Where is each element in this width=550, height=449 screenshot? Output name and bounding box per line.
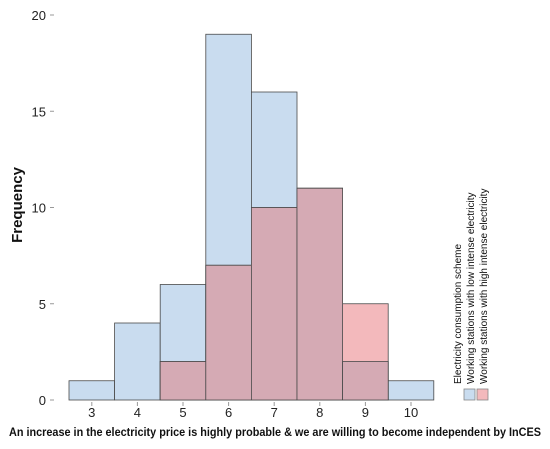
- bar-low-3: [68, 380, 115, 401]
- bar-overlap-5: [159, 361, 207, 401]
- overlap-bars: [159, 187, 389, 401]
- legend-label-high: Working stations with high intense elect…: [479, 189, 490, 384]
- y-axis-title: Frequency: [9, 166, 26, 243]
- y-tick-label-15: 15: [32, 104, 46, 119]
- x-tick-label-8: 8: [316, 405, 323, 420]
- y-axis: 0 5 10 15 20: [32, 8, 54, 408]
- y-tick-label-5: 5: [39, 297, 46, 312]
- legend-title: Electricity consumption scheme: [453, 244, 464, 384]
- bar-overlap-9: [342, 361, 389, 401]
- legend-label-low: Working stations with low intense electr…: [466, 192, 477, 384]
- bar-overlap-8: [296, 187, 343, 401]
- bar-overlap-6: [205, 264, 252, 401]
- y-tick-label-20: 20: [32, 8, 46, 23]
- x-axis-title: An increase in the electricity price is …: [9, 427, 541, 439]
- legend-swatch-low: [463, 388, 476, 401]
- x-tick-label-10: 10: [404, 405, 418, 420]
- legend: Electricity consumption scheme Working s…: [453, 189, 490, 401]
- legend-swatch-high: [476, 388, 489, 401]
- x-tick-label-9: 9: [362, 405, 369, 420]
- x-tick-label-7: 7: [271, 405, 278, 420]
- y-tick-label-0: 0: [39, 393, 46, 408]
- x-tick-label-5: 5: [179, 405, 186, 420]
- bar-low-10: [387, 380, 435, 401]
- bar-overlap-7: [250, 207, 298, 401]
- y-tick-label-10: 10: [32, 201, 46, 216]
- x-tick-label-4: 4: [134, 405, 141, 420]
- x-axis: 3 4 5 6 7 8 9 10: [88, 402, 418, 420]
- x-tick-label-6: 6: [225, 405, 232, 420]
- bar-low-4: [114, 322, 161, 401]
- x-tick-label-3: 3: [88, 405, 95, 420]
